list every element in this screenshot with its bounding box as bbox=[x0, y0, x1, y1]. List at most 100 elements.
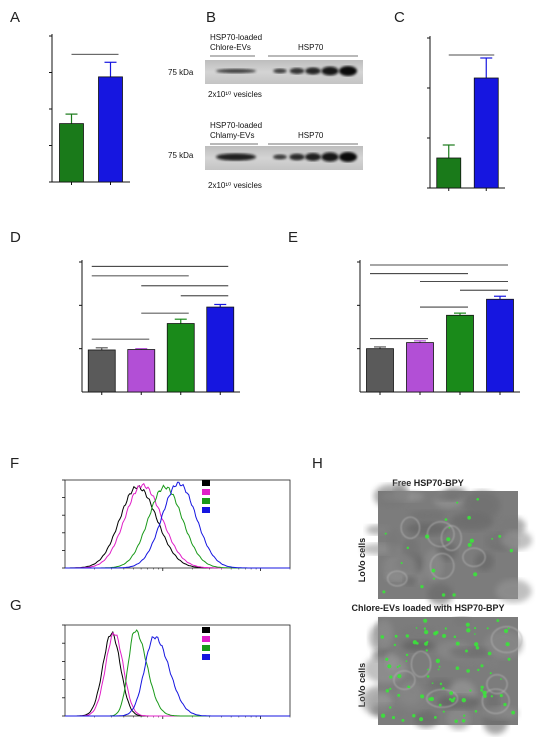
fluorescent-dot bbox=[388, 706, 392, 709]
fluorescent-dot bbox=[419, 717, 424, 722]
fluorescent-dot bbox=[483, 694, 487, 698]
histogram-f bbox=[62, 479, 291, 571]
western-blot-panel: HSP70-loaded Chlore-EVs HSP70 75 kDa 2x1… bbox=[168, 33, 363, 190]
fluorescent-dot bbox=[389, 675, 393, 679]
panel-label-h: H bbox=[312, 455, 323, 472]
cell-texture bbox=[401, 625, 437, 641]
fluorescent-dot bbox=[467, 542, 472, 547]
series-line bbox=[65, 636, 290, 717]
micrograph-title-loaded: Chlore-EVs loaded with HSP70-BPY bbox=[351, 603, 504, 613]
fluorescent-dot bbox=[405, 634, 410, 638]
fluorescent-dot bbox=[432, 577, 436, 580]
cell-texture bbox=[414, 710, 438, 728]
cell-texture bbox=[437, 694, 480, 710]
fluorescent-dot bbox=[450, 698, 455, 703]
fluorescent-dot bbox=[475, 646, 480, 650]
cell-texture bbox=[453, 616, 470, 626]
fluorescent-dot bbox=[396, 665, 399, 669]
fluorescent-dot bbox=[412, 714, 416, 718]
fluorescent-dot bbox=[469, 538, 474, 543]
legend-swatch bbox=[202, 654, 210, 660]
fluorescent-dot bbox=[469, 689, 472, 692]
fluorescent-dot bbox=[477, 668, 480, 672]
bar bbox=[486, 298, 514, 393]
standard-band bbox=[339, 152, 357, 162]
fluorescent-dot bbox=[420, 694, 425, 699]
fluorescent-dot bbox=[437, 668, 440, 671]
micrograph-free-hsp70 bbox=[361, 482, 533, 605]
standard-band bbox=[273, 68, 287, 74]
fluorescent-dot bbox=[400, 562, 403, 565]
fluorescent-dot bbox=[423, 618, 428, 623]
fluorescent-dot bbox=[427, 668, 429, 671]
fluorescent-dot bbox=[455, 641, 460, 646]
bar bbox=[98, 76, 123, 183]
fluorescent-dot bbox=[384, 532, 387, 535]
micrograph-side-label-1: LoVo cells bbox=[357, 538, 367, 582]
western-blot-chlore: HSP70-loaded Chlore-EVs HSP70 75 kDa 2x1… bbox=[168, 33, 363, 99]
fluorescent-dot bbox=[474, 633, 476, 635]
cell-outline bbox=[462, 547, 486, 567]
blot-header-left-line1: HSP70-loaded bbox=[210, 121, 262, 130]
legend-swatch bbox=[202, 645, 210, 651]
plot-frame bbox=[64, 624, 291, 717]
fluorescent-dot bbox=[509, 548, 514, 553]
bar-chart-c bbox=[427, 36, 505, 191]
fluorescent-dot bbox=[405, 653, 409, 657]
fluorescent-dot bbox=[389, 687, 392, 691]
fluorescent-dot bbox=[429, 696, 435, 702]
fluorescent-dot bbox=[474, 627, 477, 630]
standard-band bbox=[321, 152, 339, 162]
cell-outline bbox=[426, 521, 455, 548]
blot-vesicles-label: 2x10¹⁰ vesicles bbox=[208, 181, 262, 190]
cell-texture bbox=[403, 575, 417, 586]
fluorescent-dot bbox=[397, 693, 401, 697]
cell-texture bbox=[387, 529, 400, 556]
series-line bbox=[65, 630, 290, 717]
panel-label-e: E bbox=[288, 229, 298, 246]
fluorescent-dot bbox=[420, 584, 424, 589]
sample-band bbox=[216, 153, 256, 161]
blot-kda-label: 75 kDa bbox=[168, 68, 194, 77]
panel-label-c: C bbox=[394, 9, 405, 26]
fluorescent-dot bbox=[382, 590, 386, 594]
sample-band bbox=[216, 68, 256, 74]
fluorescent-dot bbox=[435, 658, 440, 664]
fluorescent-dot bbox=[455, 666, 460, 670]
micrograph-side-label-2: LoVo cells bbox=[357, 663, 367, 707]
bar bbox=[87, 349, 116, 393]
fluorescent-dot bbox=[423, 627, 427, 630]
blot-header-left-line2: Chlore-EVs bbox=[210, 43, 251, 52]
cell-texture bbox=[497, 516, 526, 536]
cell-texture bbox=[371, 703, 406, 718]
fluorescent-dot bbox=[442, 687, 445, 690]
fluorescent-dot bbox=[398, 664, 401, 667]
fluorescent-dot bbox=[476, 497, 480, 501]
fluorescent-dot bbox=[431, 568, 436, 573]
legend-swatch bbox=[202, 627, 210, 633]
fluorescent-dot bbox=[452, 593, 456, 597]
fluorescent-dot bbox=[393, 643, 397, 647]
bar bbox=[59, 123, 84, 183]
fluorescent-dot bbox=[415, 642, 419, 645]
standard-band bbox=[289, 67, 305, 75]
fluorescent-dot bbox=[498, 534, 502, 538]
legend-swatch bbox=[202, 507, 210, 513]
cell-outline bbox=[410, 650, 432, 678]
legend-swatch bbox=[202, 636, 210, 642]
fluorescent-dot bbox=[380, 713, 386, 718]
fluorescent-dot bbox=[511, 710, 516, 715]
fluorescent-dot bbox=[406, 546, 410, 550]
legend-swatch bbox=[202, 489, 210, 495]
fluorescent-dot bbox=[480, 664, 484, 668]
fluorescent-dot bbox=[423, 629, 429, 635]
fluorescent-dot bbox=[401, 718, 405, 722]
fluorescent-dot bbox=[463, 714, 466, 717]
fluorescent-dot bbox=[473, 572, 478, 577]
fluorescent-dot bbox=[426, 675, 430, 678]
series-line bbox=[65, 629, 290, 717]
cell-outline bbox=[490, 626, 523, 654]
fluorescent-dot bbox=[425, 649, 428, 652]
legend-swatch bbox=[202, 480, 210, 486]
series-line bbox=[65, 484, 290, 569]
